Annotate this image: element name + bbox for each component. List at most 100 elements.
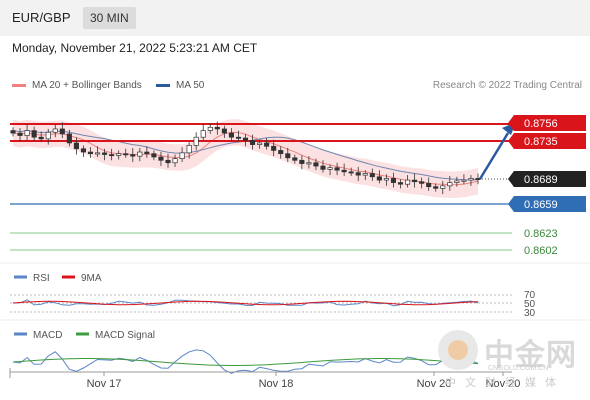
watermark-tagline: 中文财经媒体 bbox=[445, 377, 565, 389]
candle-body bbox=[116, 153, 122, 156]
candle-body bbox=[306, 162, 312, 165]
price-tag-resistance-1-text: 0.8756 bbox=[524, 118, 558, 130]
candle-body bbox=[200, 130, 206, 138]
rsi-label-70: 70 bbox=[524, 290, 536, 301]
candle-body bbox=[165, 159, 171, 164]
candle-body bbox=[52, 128, 58, 133]
candle-body bbox=[355, 172, 361, 176]
candle-body bbox=[31, 130, 37, 138]
candle-body bbox=[87, 151, 94, 155]
bollinger-swatch bbox=[12, 83, 26, 87]
candle-body bbox=[24, 130, 30, 136]
candle-body bbox=[320, 165, 326, 170]
watermark-logo-inner-icon bbox=[448, 340, 468, 360]
chart-credit: Research © 2022 Trading Central bbox=[432, 80, 582, 91]
candle-body bbox=[292, 157, 298, 161]
candle-body bbox=[264, 142, 270, 147]
rsi-label-50: 50 bbox=[524, 299, 536, 310]
legend-ma50-label: MA 50 bbox=[176, 80, 205, 91]
candle-body bbox=[313, 162, 319, 167]
legend-bollinger-label: MA 20 + Bollinger Bands bbox=[32, 80, 142, 91]
legend-bollinger: MA 20 + Bollinger Bands bbox=[12, 80, 142, 91]
candle-body bbox=[193, 136, 199, 146]
x-label-nov17: Nov 17 bbox=[87, 378, 122, 390]
support-label-1: 0.8623 bbox=[524, 228, 558, 240]
candle-body bbox=[80, 148, 87, 153]
rsi-9ma-legend-label: 9MA bbox=[81, 273, 102, 284]
price-tag-resistance-1: 0.8756 bbox=[508, 115, 586, 131]
candle-body bbox=[186, 145, 192, 154]
macd-signal-legend-label: MACD Signal bbox=[95, 330, 155, 341]
candle-body bbox=[278, 150, 284, 155]
macd-legend-label: MACD bbox=[33, 330, 62, 341]
macd-signal-line bbox=[12, 358, 479, 366]
candle-body bbox=[461, 179, 467, 182]
candle-body bbox=[397, 182, 404, 185]
ma50-swatch bbox=[156, 83, 170, 87]
candle-body bbox=[271, 145, 277, 151]
candle-body bbox=[390, 178, 397, 183]
header-bar: EUR/GBP 30 MIN bbox=[0, 0, 590, 36]
currency-pair: EUR/GBP bbox=[12, 10, 71, 25]
bollinger-band bbox=[13, 119, 478, 198]
support-label-2: 0.8602 bbox=[524, 245, 558, 257]
candle-body bbox=[249, 140, 256, 145]
candle-body bbox=[228, 132, 234, 138]
forecast-arrow bbox=[478, 132, 510, 180]
price-tag-current-text: 0.8689 bbox=[524, 174, 558, 186]
x-label-nov18: Nov 18 bbox=[259, 378, 294, 390]
candle-body bbox=[102, 152, 108, 155]
candle-body bbox=[221, 128, 227, 134]
candle-body bbox=[172, 158, 178, 164]
candle-body bbox=[17, 132, 23, 136]
watermark-brand: 中金网 bbox=[484, 339, 577, 372]
candle-body bbox=[376, 176, 382, 181]
candle-body bbox=[144, 151, 150, 155]
candle-body bbox=[66, 133, 72, 144]
candle-body bbox=[94, 152, 101, 155]
candle-body bbox=[137, 151, 143, 157]
candle-body bbox=[426, 183, 432, 188]
candle-body bbox=[299, 159, 305, 164]
candle-body bbox=[38, 136, 44, 140]
candle-body bbox=[214, 126, 220, 130]
timestamp: Monday, November 21, 2022 5:23:21 AM CET bbox=[12, 41, 258, 55]
candle-body bbox=[468, 178, 474, 181]
candle-body bbox=[341, 169, 347, 173]
candle-body bbox=[327, 167, 333, 170]
candle-body bbox=[109, 154, 115, 157]
candle-body bbox=[447, 182, 453, 187]
candle-body bbox=[10, 130, 16, 134]
candle-body bbox=[404, 179, 411, 185]
watermark-url: CNGOLD.COM.CN bbox=[488, 365, 549, 372]
legend-ma50: MA 50 bbox=[156, 80, 204, 91]
candle-body bbox=[179, 152, 185, 159]
candle-body bbox=[235, 136, 242, 139]
candle-body bbox=[348, 171, 354, 174]
price-tag-pivot-text: 0.8659 bbox=[524, 199, 558, 211]
candle-body bbox=[59, 128, 65, 135]
rsi-9ma-line bbox=[12, 300, 479, 306]
price-tag-pivot: 0.8659 bbox=[508, 196, 586, 212]
price-tag-current: 0.8689 bbox=[508, 171, 586, 187]
candle-body bbox=[334, 167, 340, 171]
candle-body bbox=[207, 126, 213, 131]
price-tag-resistance-2: 0.8735 bbox=[508, 133, 586, 149]
candle-body bbox=[151, 153, 157, 158]
candlesticks bbox=[10, 121, 481, 195]
candle-body bbox=[419, 181, 425, 184]
candle-body bbox=[383, 178, 389, 181]
candle-body bbox=[123, 153, 129, 156]
candle-body bbox=[45, 131, 51, 140]
timeframe-button[interactable]: 30 MIN bbox=[83, 7, 136, 29]
candle-body bbox=[369, 173, 375, 178]
macd-line bbox=[12, 349, 479, 374]
candle-body bbox=[130, 154, 136, 157]
x-label-nov20-a: Nov 20 bbox=[417, 378, 452, 390]
candle-body bbox=[454, 180, 460, 183]
price-tag-resistance-2-text: 0.8735 bbox=[524, 136, 558, 148]
candle-body bbox=[440, 185, 446, 189]
candle-body bbox=[158, 156, 164, 161]
candle-body bbox=[257, 142, 263, 145]
